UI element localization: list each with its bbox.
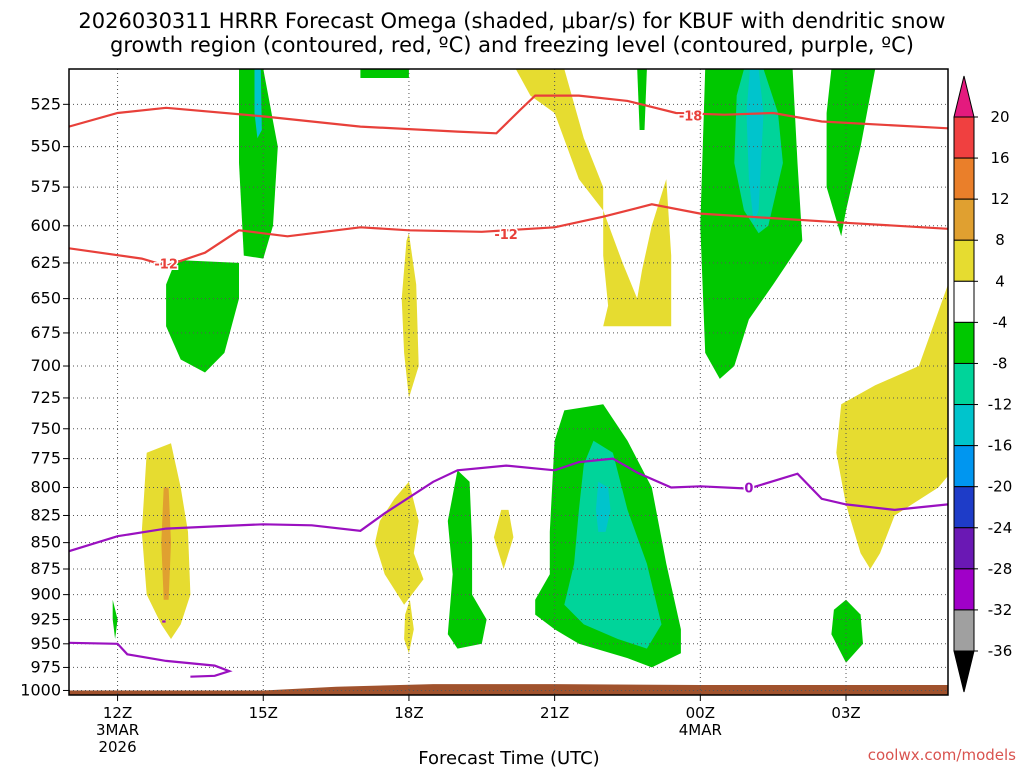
colorbar-label-3: 8 (995, 231, 1005, 249)
y-axis-ticks: 525 550 575 600 625 650 675 700 725 750 775 800 825 8… (20, 94, 69, 699)
colorbar-label-11: -28 (988, 560, 1013, 578)
y-tick-label-600: 600 (30, 216, 61, 235)
omega-region-21 (564, 440, 662, 649)
omega-region-1 (254, 69, 262, 139)
dgz-contour-label-1: -12 (494, 228, 518, 243)
colorbar-bin-7 (953, 404, 975, 447)
omega-region-17 (447, 470, 487, 649)
colorbar-top-arrow (953, 75, 975, 118)
omega-region-11 (836, 284, 948, 569)
omega-region-15 (404, 599, 414, 654)
y-tick-label-575: 575 (30, 177, 61, 196)
colorbar-label-9: -20 (988, 478, 1013, 496)
x-tick-date-12Z: 3MAR (96, 721, 139, 739)
colorbar-bin-11 (953, 568, 975, 611)
colorbar-label-10: -24 (988, 519, 1013, 537)
x-tick-label-12Z: 12Z (103, 704, 132, 722)
y-tick-label-525: 525 (30, 94, 61, 113)
dgz-contour-0 (69, 94, 948, 135)
colorbar-bin-1 (953, 157, 975, 200)
colorbar-label-8: -16 (988, 437, 1013, 455)
colorbar-label-5: -4 (993, 313, 1008, 331)
x-tick-label-21Z: 21Z (540, 704, 569, 722)
y-tick-label-700: 700 (30, 356, 61, 375)
colorbar: 20 16 12 8 4 -4 -8 -12 -16 -20 -24 -28 -32 -36 (953, 75, 1013, 693)
colorbar-bin-6 (953, 362, 975, 406)
y-tick-label-675: 675 (30, 323, 61, 342)
colorbar-bin-4 (953, 280, 975, 323)
omega-shaded-regions (69, 69, 948, 695)
omega-region-13 (161, 487, 171, 600)
x-tick-year-12Z: 2026 (98, 738, 136, 756)
y-tick-label-725: 725 (30, 388, 61, 407)
y-tick-label-650: 650 (30, 289, 61, 308)
colorbar-bin-10 (953, 527, 975, 570)
grid-lines (69, 69, 948, 695)
colorbar-bin-9 (953, 486, 975, 529)
omega-region-2 (360, 69, 409, 78)
omega-region-18 (112, 599, 118, 639)
colorbar-bin-8 (953, 445, 975, 488)
y-tick-label-825: 825 (30, 505, 61, 524)
x-tick-label-00Z: 00Z (686, 704, 715, 722)
colorbar-label-6: -8 (993, 354, 1008, 372)
colorbar-label-13: -36 (988, 642, 1013, 660)
colorbar-bin-0 (953, 116, 975, 159)
freezing-level-contour-0 (69, 457, 948, 553)
dgz-contour-label-0: -18 (679, 109, 703, 124)
y-tick-label-875: 875 (30, 559, 61, 578)
omega-region-3 (166, 260, 239, 373)
colorbar-label-2: 12 (990, 190, 1009, 208)
omega-region-14 (375, 481, 424, 605)
omega-region-9 (826, 69, 876, 237)
x-tick-date-00Z: 4MAR (679, 721, 722, 739)
chart-title-line-2: growth region (contoured, red, ºC) and f… (110, 33, 914, 57)
y-tick-label-950: 950 (30, 634, 61, 653)
terrain-fill (69, 684, 948, 695)
omega-region-16 (493, 509, 514, 569)
x-tick-label-15Z: 15Z (249, 704, 278, 722)
x-tick-label-18Z: 18Z (394, 704, 423, 722)
y-tick-label-775: 775 (30, 449, 61, 468)
colorbar-label-1: 16 (990, 149, 1009, 167)
x-axis-label: Forecast Time (UTC) (418, 748, 599, 768)
colorbar-label-0: 20 (990, 108, 1009, 126)
contour-labels: -18 -12 -12 0 (153, 108, 755, 498)
y-tick-label-550: 550 (30, 137, 61, 156)
colorbar-bottom-arrow (953, 650, 975, 693)
y-tick-label-800: 800 (30, 477, 61, 496)
dgz-contour-label-2: -12 (154, 257, 178, 272)
chart-title-line-1: 2026030311 HRRR Forecast Omega (shaded, … (78, 9, 945, 33)
colorbar-label-12: -32 (988, 601, 1013, 619)
omega-region-8 (746, 69, 764, 223)
colorbar-label-7: -12 (988, 396, 1013, 414)
y-tick-label-900: 900 (30, 585, 61, 604)
colorbar-bin-12 (953, 609, 975, 652)
y-tick-label-925: 925 (30, 610, 61, 629)
y-tick-label-975: 975 (30, 657, 61, 676)
colorbar-bin-3 (953, 239, 975, 282)
colorbar-bin-2 (953, 198, 975, 241)
colorbar-label-4: 4 (995, 272, 1005, 290)
y-tick-label-750: 750 (30, 419, 61, 438)
omega-region-22 (595, 481, 611, 532)
contour-lines (69, 94, 948, 678)
dgz-contour-1 (69, 203, 948, 267)
credit-text: coolwx.com/models (868, 746, 1016, 764)
y-tick-label-850: 850 (30, 533, 61, 552)
colorbar-bin-5 (953, 321, 975, 364)
plot-frame (68, 68, 949, 696)
freezing-level-label-0: 0 (744, 482, 753, 497)
omega-region-19 (831, 599, 863, 663)
omega-region-4 (515, 69, 672, 327)
y-tick-label-1000: 1000 (20, 680, 61, 699)
y-tick-label-625: 625 (30, 253, 61, 272)
omega-region-10 (401, 233, 419, 398)
omega-region-5 (637, 69, 647, 130)
x-tick-label-03Z: 03Z (831, 704, 860, 722)
freezing-level-contour-1 (69, 641, 233, 678)
